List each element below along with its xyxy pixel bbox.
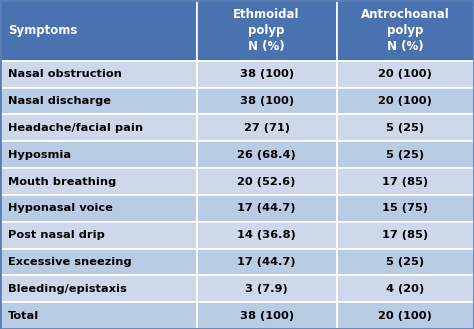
Bar — [197, 302, 337, 329]
Bar — [197, 249, 337, 275]
Text: Symptoms: Symptoms — [8, 24, 77, 37]
Text: Ethmoidal
polyp
N (%): Ethmoidal polyp N (%) — [233, 8, 300, 53]
Bar — [337, 0, 474, 61]
Text: 17 (44.7): 17 (44.7) — [237, 257, 296, 267]
Bar — [0, 88, 197, 114]
Text: 5 (25): 5 (25) — [386, 123, 424, 133]
Bar — [337, 195, 474, 222]
Bar — [337, 168, 474, 195]
Text: 20 (100): 20 (100) — [378, 311, 432, 320]
Bar — [197, 0, 337, 61]
Text: 14 (36.8): 14 (36.8) — [237, 230, 296, 240]
Text: Total: Total — [8, 311, 39, 320]
Text: 5 (25): 5 (25) — [386, 257, 424, 267]
Text: 5 (25): 5 (25) — [386, 150, 424, 160]
Text: Antrochoanal
polyp
N (%): Antrochoanal polyp N (%) — [361, 8, 450, 53]
Text: Excessive sneezing: Excessive sneezing — [8, 257, 132, 267]
Bar — [197, 88, 337, 114]
Bar — [337, 222, 474, 249]
Bar — [337, 88, 474, 114]
Text: 26 (68.4): 26 (68.4) — [237, 150, 296, 160]
Text: 38 (100): 38 (100) — [239, 69, 294, 79]
Bar — [197, 114, 337, 141]
Text: Nasal discharge: Nasal discharge — [8, 96, 111, 106]
Bar — [337, 249, 474, 275]
Bar — [0, 249, 197, 275]
Text: Headache/facial pain: Headache/facial pain — [8, 123, 143, 133]
Text: 4 (20): 4 (20) — [386, 284, 424, 294]
Text: 27 (71): 27 (71) — [244, 123, 290, 133]
Bar — [337, 114, 474, 141]
Bar — [0, 0, 197, 61]
Bar — [0, 141, 197, 168]
Text: 17 (85): 17 (85) — [382, 177, 428, 187]
Text: Mouth breathing: Mouth breathing — [8, 177, 116, 187]
Bar — [337, 141, 474, 168]
Bar — [337, 61, 474, 88]
Text: Hyposmia: Hyposmia — [8, 150, 71, 160]
Text: Bleeding/epistaxis: Bleeding/epistaxis — [8, 284, 127, 294]
Bar — [197, 141, 337, 168]
Bar — [0, 195, 197, 222]
Bar — [0, 61, 197, 88]
Bar — [0, 168, 197, 195]
Bar — [197, 168, 337, 195]
Text: 38 (100): 38 (100) — [239, 311, 294, 320]
Text: Post nasal drip: Post nasal drip — [8, 230, 105, 240]
Bar — [197, 61, 337, 88]
Bar — [197, 222, 337, 249]
Bar — [0, 114, 197, 141]
Bar — [337, 275, 474, 302]
Bar — [0, 275, 197, 302]
Text: 3 (7.9): 3 (7.9) — [245, 284, 288, 294]
Bar — [0, 222, 197, 249]
Bar — [0, 302, 197, 329]
Bar — [197, 195, 337, 222]
Text: 20 (52.6): 20 (52.6) — [237, 177, 296, 187]
Text: 20 (100): 20 (100) — [378, 96, 432, 106]
Text: Hyponasal voice: Hyponasal voice — [8, 203, 113, 213]
Text: 20 (100): 20 (100) — [378, 69, 432, 79]
Bar — [337, 302, 474, 329]
Text: 17 (85): 17 (85) — [382, 230, 428, 240]
Bar — [197, 275, 337, 302]
Text: 38 (100): 38 (100) — [239, 96, 294, 106]
Text: 17 (44.7): 17 (44.7) — [237, 203, 296, 213]
Text: Nasal obstruction: Nasal obstruction — [8, 69, 122, 79]
Text: 15 (75): 15 (75) — [382, 203, 428, 213]
